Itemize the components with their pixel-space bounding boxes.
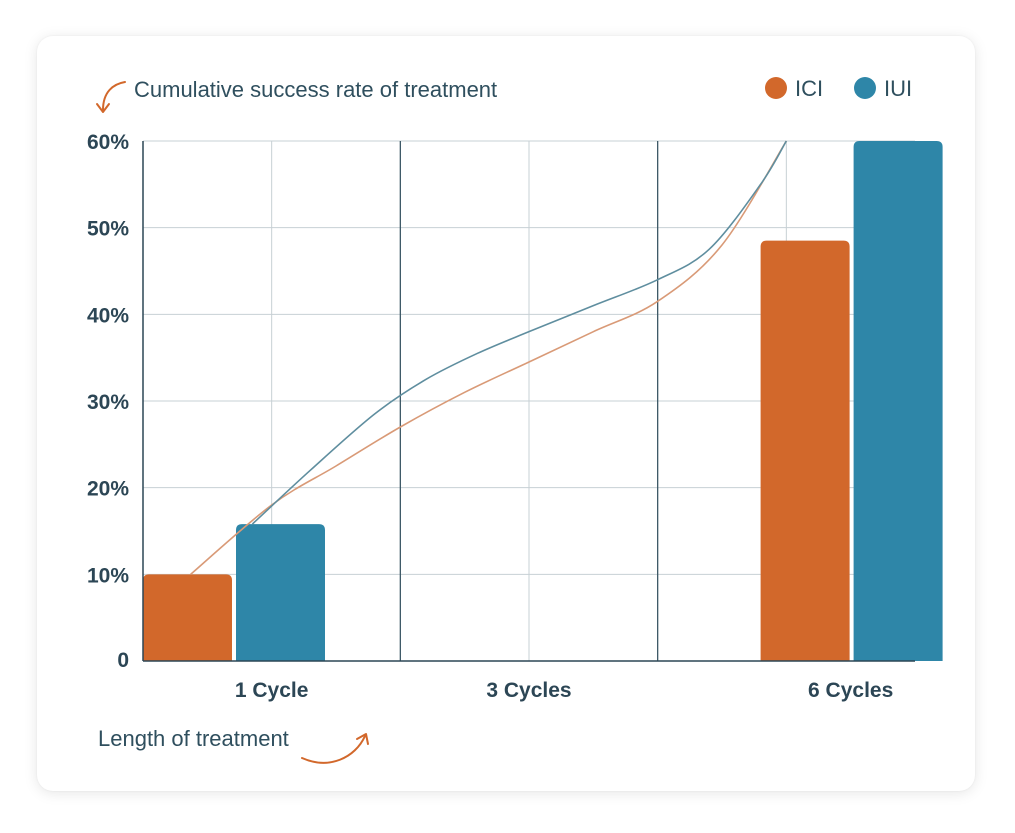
bars [143,141,943,661]
y-tick-label: 0 [117,649,129,672]
y-ticks: 0 10% 20% 30% 40% 50% 60% [87,131,129,672]
x-tick-label: 1 Cycle [235,679,309,702]
legend-swatch-iui [854,77,876,99]
ylabel-arrow-icon [102,81,126,111]
xlabel-arrow-icon [301,735,366,764]
legend: ICI IUI [765,76,912,101]
xlabel-arrowhead-icon [356,733,369,745]
legend-label-ici: ICI [795,76,823,101]
y-tick-label: 60% [87,131,129,154]
trend-curve-ici [190,140,788,575]
chart: Cumulative success rate of treatment Len… [87,76,943,764]
trend-curve-iui [251,140,788,525]
x-ticks: 1 Cycle 3 Cycles 6 Cycles [235,679,893,702]
x-tick-label: 3 Cycles [486,679,571,702]
bar-iui-2 [853,141,943,661]
y-tick-label: 40% [87,304,129,327]
bar-iui-0 [236,524,325,661]
legend-label-iui: IUI [884,76,912,101]
y-tick-label: 20% [87,478,129,501]
trend-curves [190,140,788,575]
y-axis-label: Cumulative success rate of treatment [134,77,497,102]
bar-ici-2 [760,240,850,661]
axes [142,141,915,662]
x-tick-label: 6 Cycles [808,679,893,702]
y-tick-label: 30% [87,391,129,414]
y-tick-label: 50% [87,218,129,241]
chart-card: Cumulative success rate of treatment Len… [37,36,975,791]
x-axis-label: Length of treatment [98,726,289,751]
y-tick-label: 10% [87,564,129,587]
bar-ici-0 [143,574,232,661]
legend-swatch-ici [765,77,787,99]
ylabel-arrowhead-icon [96,103,110,113]
